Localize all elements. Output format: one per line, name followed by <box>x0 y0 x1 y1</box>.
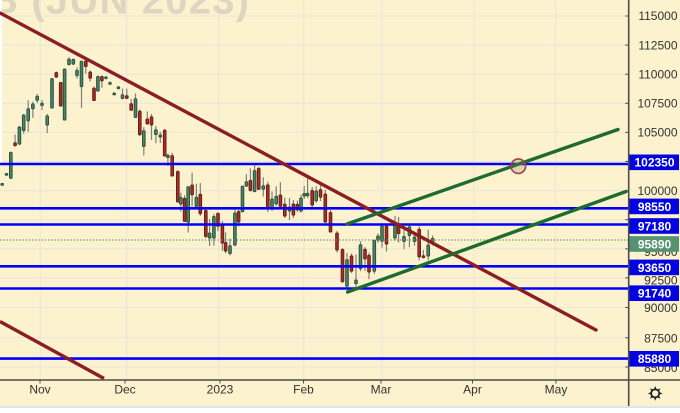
svg-text:105000: 105000 <box>637 126 677 140</box>
svg-text:97180: 97180 <box>638 219 672 233</box>
svg-text:90000: 90000 <box>644 301 678 315</box>
svg-text:Mar: Mar <box>371 383 392 397</box>
svg-text:2023: 2023 <box>207 383 234 397</box>
svg-text:B (JUN 2023): B (JUN 2023) <box>0 0 250 23</box>
svg-text:110000: 110000 <box>638 67 677 81</box>
svg-text:Apr: Apr <box>463 383 482 397</box>
svg-text:115000: 115000 <box>638 9 677 23</box>
svg-text:98550: 98550 <box>638 200 672 214</box>
svg-text:107500: 107500 <box>637 97 677 111</box>
svg-text:112500: 112500 <box>638 38 677 52</box>
svg-text:Nov: Nov <box>29 383 50 397</box>
svg-text:Dec: Dec <box>114 383 135 397</box>
svg-text:85880: 85880 <box>638 352 672 366</box>
svg-text:100000: 100000 <box>637 184 677 198</box>
svg-text:91740: 91740 <box>638 287 672 301</box>
svg-text:93650: 93650 <box>638 261 672 275</box>
svg-text:May: May <box>545 383 568 397</box>
svg-text:Feb: Feb <box>293 383 314 397</box>
svg-text:95890: 95890 <box>638 237 672 251</box>
svg-text:87500: 87500 <box>644 331 678 345</box>
svg-text:102350: 102350 <box>634 156 674 170</box>
